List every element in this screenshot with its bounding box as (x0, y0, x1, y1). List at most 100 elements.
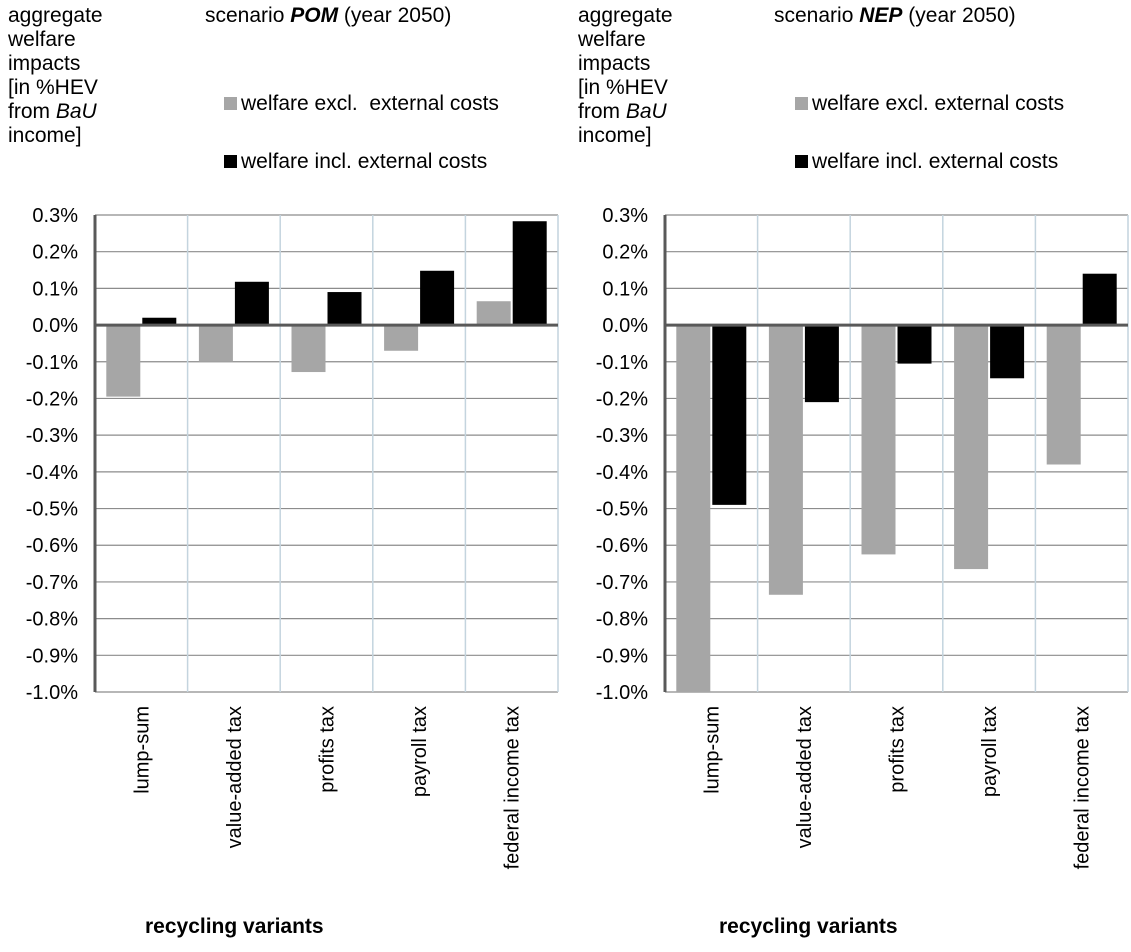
y-tick-label: -0.1% (26, 352, 78, 374)
y-tick-label: -0.5% (596, 499, 648, 521)
legend-swatch-excl (224, 97, 237, 110)
chart-title-scenario: NEP (859, 4, 903, 27)
y-tick-label: 0.2% (602, 242, 648, 264)
bar-excl-2 (291, 325, 326, 373)
chart-title-scenario: POM (290, 4, 339, 27)
y-tick-label: -1.0% (596, 682, 648, 704)
bar-excl-4 (476, 301, 511, 326)
bar-chart-nep: 0.3% 0.2% 0.1% 0.0% -0.1% -0.2% -0.3% -0.4% -0.5… (596, 205, 1129, 869)
y-tick-label: -0.6% (26, 535, 78, 557)
y-tick-label: 0.3% (602, 205, 648, 227)
bar-incl-4 (512, 221, 547, 326)
y-tick-label: -0.8% (596, 609, 648, 631)
y-axis-label-line: welfare (578, 28, 646, 51)
y-axis-label: aggregate welfare impacts [in %HEV from … (8, 4, 158, 148)
y-axis-label-line: from BaU (8, 100, 158, 124)
y-axis-label-line: [in %HEV (578, 76, 668, 99)
chart-title-suffix: (year 2050) (908, 4, 1016, 27)
x-tick-label: payroll tax (409, 706, 431, 797)
y-tick-label: 0.0% (32, 315, 78, 337)
bar-incl-0 (142, 317, 177, 326)
legend-label-incl: welfare incl. external costs (241, 150, 488, 173)
bar-incl-3 (420, 270, 455, 326)
y-axis-label-line: impacts (578, 52, 651, 75)
bar-incl-0 (712, 325, 747, 505)
y-tick-label: 0.1% (602, 278, 648, 300)
y-tick-label: -0.7% (26, 572, 78, 594)
legend-label-incl: welfare incl. external costs (812, 150, 1059, 173)
chart-title: scenario NEP (year 2050) (774, 4, 1016, 28)
y-tick-label: -0.4% (596, 462, 648, 484)
y-axis-label-line: aggregate (8, 4, 103, 27)
y-axis-label-line: aggregate (578, 4, 673, 27)
y-axis-label-line: impacts (8, 52, 81, 75)
legend-swatch-incl (795, 155, 808, 168)
y-axis-label: aggregate welfare impacts [in %HEV from … (578, 4, 728, 148)
x-tick-label: lump-sum (131, 706, 153, 794)
y-axis-label-bau: BaU (55, 100, 97, 123)
bar-incl-2 (327, 292, 362, 326)
y-tick-label: -0.9% (596, 645, 648, 667)
x-tick-label: profits tax (317, 706, 339, 793)
y-axis-label-line: welfare (8, 28, 76, 51)
y-axis-label-bau: BaU (625, 100, 667, 123)
x-tick-label: payroll tax (979, 706, 1001, 797)
x-tick-label: federal income tax (502, 706, 524, 869)
y-tick-label: 0.3% (32, 205, 78, 227)
bar-incl-2 (897, 325, 932, 364)
y-axis-label-line: income] (8, 124, 82, 147)
legend-item-incl: welfare incl. external costs (224, 150, 487, 174)
bar-excl-1 (198, 325, 233, 362)
y-tick-label: -0.5% (26, 499, 78, 521)
y-tick-label: 0.2% (32, 242, 78, 264)
y-axis-label-from: from (8, 100, 56, 123)
bar-incl-4 (1082, 273, 1117, 326)
x-tick-label: federal income tax (1072, 706, 1094, 869)
x-tick-label: lump-sum (701, 706, 723, 794)
bar-incl-3 (990, 325, 1025, 379)
legend-label-excl: welfare excl. external costs (241, 92, 499, 115)
y-axis-label-line: from BaU (578, 100, 728, 124)
legend-label-excl: welfare excl. external costs (812, 92, 1065, 115)
y-tick-label: -0.6% (596, 535, 648, 557)
legend-swatch-excl (795, 97, 808, 110)
legend-swatch-incl (224, 155, 237, 168)
x-axis-title: recycling variants (145, 915, 324, 938)
bar-excl-3 (384, 325, 419, 351)
y-axis-label-line: income] (578, 124, 652, 147)
bar-excl-2 (861, 325, 896, 555)
chart-panel-pom: aggregate welfare impacts [in %HEV from … (8, 4, 559, 938)
bar-excl-0 (676, 325, 711, 692)
y-tick-label: -0.7% (596, 572, 648, 594)
x-tick-label: value-added tax (224, 706, 246, 848)
y-tick-label: -0.3% (26, 425, 78, 447)
legend-item-excl: welfare excl. external costs (795, 92, 1064, 116)
bar-excl-1 (768, 325, 803, 595)
y-tick-label: -0.9% (26, 645, 78, 667)
bar-chart-pom: 0.3% 0.2% 0.1% 0.0% -0.1% -0.2% -0.3% -0.4% -0.5… (26, 205, 559, 869)
chart-panel-nep: aggregate welfare impacts [in %HEV from … (570, 0, 1131, 952)
x-tick-label: profits tax (887, 706, 909, 793)
y-tick-label: -1.0% (26, 682, 78, 704)
bar-incl-1 (234, 281, 269, 326)
y-tick-label: 0.1% (32, 278, 78, 300)
bar-excl-0 (106, 325, 141, 397)
y-tick-label: -0.2% (596, 388, 648, 410)
bar-excl-3 (954, 325, 989, 570)
y-tick-label: -0.8% (26, 609, 78, 631)
legend-item-incl: welfare incl. external costs (795, 150, 1058, 174)
y-tick-label: -0.4% (26, 462, 78, 484)
y-tick-label: 0.0% (602, 315, 648, 337)
chart-title-prefix: scenario (205, 4, 285, 27)
x-axis-title: recycling variants (719, 915, 898, 938)
legend-item-excl: welfare excl. external costs (224, 92, 499, 116)
y-axis-label-from: from (578, 100, 626, 123)
y-tick-label: -0.2% (26, 388, 78, 410)
bar-incl-1 (804, 325, 839, 403)
bar-excl-4 (1046, 325, 1081, 465)
x-tick-label: value-added tax (794, 706, 816, 848)
y-axis-label-line: [in %HEV (8, 76, 98, 99)
y-tick-label: -0.1% (596, 352, 648, 374)
chart-title-suffix: (year 2050) (343, 4, 452, 27)
chart-title-prefix: scenario (774, 4, 854, 27)
